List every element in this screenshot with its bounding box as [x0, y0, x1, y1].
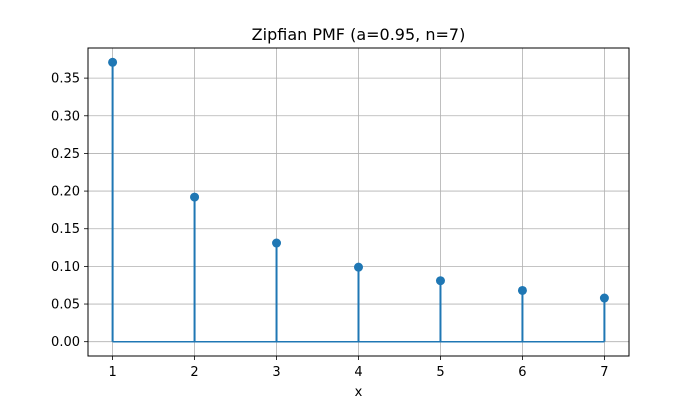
y-tick-label: 0.05 — [51, 298, 80, 313]
stem-marker — [190, 192, 200, 202]
x-tick-label: 4 — [354, 365, 362, 380]
y-tick-label: 0.00 — [51, 335, 80, 350]
x-tick-label: 5 — [436, 365, 444, 380]
grid-layer — [88, 48, 629, 356]
x-axis-label: x — [355, 385, 363, 400]
stem-marker — [354, 262, 363, 272]
y-tick-label: 0.35 — [51, 72, 80, 87]
y-tick-label: 0.30 — [51, 109, 80, 124]
x-tick-label: 1 — [108, 365, 116, 380]
stem-marker — [599, 293, 609, 303]
tick-layer: 1 2 3 4 5 6 7 0.00 0.05 0.10 0.15 0.20 0.25 0.30 0.35 — [51, 72, 609, 380]
y-tick-label: 0.10 — [51, 260, 80, 275]
stem-marker — [517, 285, 527, 295]
stem-marker — [108, 57, 118, 67]
y-tick-label: 0.25 — [51, 147, 80, 162]
stem-layer — [108, 57, 609, 343]
stem-marker — [272, 238, 282, 248]
x-tick-label: 3 — [272, 365, 280, 380]
chart-title: Zipfian PMF (a=0.95, n=7) — [252, 25, 466, 44]
x-tick-label: 6 — [518, 365, 526, 380]
x-tick-label: 7 — [600, 365, 608, 380]
x-tick-label: 2 — [190, 365, 198, 380]
y-tick-label: 0.15 — [51, 222, 80, 237]
stem-marker — [435, 276, 445, 286]
y-tick-label: 0.20 — [51, 185, 80, 200]
